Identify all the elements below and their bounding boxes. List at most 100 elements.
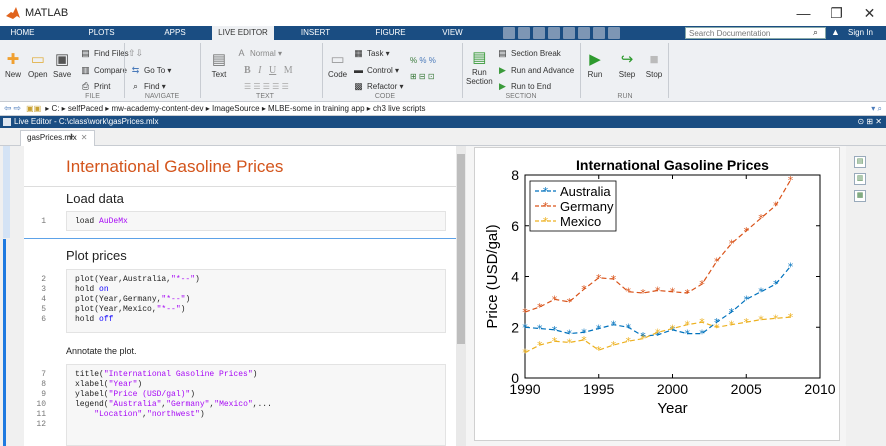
close-tab-icon[interactable]: ✕ [80, 133, 88, 142]
code-line-10[interactable]: legend("Australia","Germany","Mexico",..… [75, 400, 272, 409]
save-icon: ▣ [55, 51, 70, 68]
qa-redo-icon[interactable] [578, 27, 590, 39]
y-tick-label: 4 [511, 269, 519, 285]
figure-output[interactable]: International Gasoline Prices 1990 1995 20… [474, 147, 840, 441]
output-right-icon[interactable]: ▥ [854, 173, 866, 185]
code-block-annotate[interactable]: title("International Gasoline Prices") x… [66, 364, 446, 446]
find-button[interactable]: ⌕ Find ▾ [130, 80, 166, 92]
heading-load-data[interactable]: Load data [66, 191, 124, 206]
file-tab-gasprices[interactable]: gasPrices.mlx ✕ [20, 130, 95, 146]
restore-button[interactable]: ❐ [830, 4, 843, 21]
doc-title[interactable]: International Gasoline Prices [66, 157, 284, 176]
breadcrumb[interactable]: ▸ C: ▸ selfPaced ▸ mw-academy-content-de… [45, 104, 426, 113]
code-line-2[interactable]: plot(Year,Australia,"*--") [75, 275, 200, 284]
save-button[interactable]: ▣ Save [53, 51, 72, 79]
run-section-button[interactable]: ▤ Run Section [466, 49, 493, 86]
section-indicator[interactable] [3, 146, 10, 238]
tab-plots[interactable]: PLOTS [88, 28, 115, 37]
qa-switch-icon[interactable] [593, 27, 605, 39]
code-block-load[interactable]: load AuDeMx [66, 211, 446, 231]
code-line-3[interactable]: hold on [75, 285, 109, 294]
code-line-1[interactable]: load AuDeMx [75, 217, 128, 226]
tab-figure[interactable]: FIGURE [375, 28, 406, 37]
comment-buttons[interactable]: % % % [410, 55, 436, 65]
control-button[interactable]: ▬ Control ▾ [354, 65, 400, 75]
indent-buttons[interactable]: ⊞ ⊟ ⊡ [410, 71, 435, 81]
step-button[interactable]: ↪ Step [618, 51, 636, 79]
code-block-plot[interactable]: plot(Year,Australia,"*--") hold on plot(… [66, 269, 446, 333]
data-point: * [552, 324, 558, 337]
data-point: * [626, 286, 632, 299]
search-icon[interactable]: ⌕ [813, 27, 819, 37]
open-button[interactable]: ▭ Open [28, 51, 48, 79]
print-button[interactable]: ⎙ Print [81, 80, 111, 91]
qa-save-icon[interactable] [503, 27, 515, 39]
data-point: * [552, 335, 558, 348]
run-button[interactable]: ▶ Run [587, 51, 603, 79]
tab-view[interactable]: VIEW [442, 28, 463, 37]
task-button[interactable]: ▦ Task ▾ [354, 47, 390, 58]
data-point: * [699, 278, 705, 291]
annotate-text[interactable]: Annotate the plot. [66, 346, 137, 356]
qa-paste-icon[interactable] [548, 27, 560, 39]
qa-cut-icon[interactable] [518, 27, 530, 39]
code-line-6[interactable]: hold off [75, 315, 114, 324]
close-button[interactable]: ✕ [863, 4, 876, 21]
run-to-end-button[interactable]: ▶ Run to End [497, 80, 551, 92]
new-button[interactable]: ✚ New [4, 51, 21, 79]
gas-price-chart[interactable]: International Gasoline Prices 1990 1995 20… [475, 148, 841, 442]
normal-style-dropdown[interactable]: A Normal ▾ [236, 47, 282, 59]
scrollbar-thumb[interactable] [457, 154, 465, 344]
nav-arrows[interactable]: ⇧⇩ [128, 47, 144, 59]
line-number: 7 [41, 370, 46, 379]
data-point: * [596, 323, 602, 336]
code-line-7[interactable]: title("International Gasoline Prices") [75, 370, 258, 379]
minimize-button[interactable]: — [796, 5, 811, 21]
code-line-5[interactable]: plot(Year,Mexico,"*--") [75, 305, 186, 314]
notification-icon[interactable]: ▲ [831, 27, 840, 37]
tab-home[interactable]: HOME [10, 28, 35, 37]
address-search-icon[interactable]: ▾ ⌕ [871, 103, 882, 113]
tab-apps[interactable]: APPS [164, 28, 186, 37]
data-point: * [670, 286, 676, 299]
live-script-editor[interactable]: International Gasoline Prices Load data … [0, 146, 456, 446]
code-line-4[interactable]: plot(Year,Germany,"*--") [75, 295, 191, 304]
code-line-8[interactable]: xlabel("Year") [75, 380, 143, 389]
back-forward-icon[interactable]: ⇦⇨ [4, 103, 24, 113]
stop-button[interactable]: ■ Stop [645, 50, 663, 80]
refactor-button[interactable]: ▩ Refactor ▾ [354, 80, 404, 91]
find-files-button[interactable]: ▤ Find Files [81, 47, 129, 58]
tab-live-editor[interactable]: LIVE EDITOR [212, 26, 274, 40]
section-break-button[interactable]: ▤ Section Break [498, 47, 561, 58]
code-button[interactable]: ▭ Code [328, 51, 348, 79]
heading-plot-prices[interactable]: Plot prices [66, 248, 127, 263]
underline-button[interactable]: U [269, 64, 277, 76]
search-input[interactable]: Search Documentation [685, 27, 826, 39]
sign-in-link[interactable]: Sign In [848, 28, 873, 37]
text-button[interactable]: ▤ Text [211, 51, 227, 79]
monospace-button[interactable]: M [283, 64, 293, 76]
active-section-indicator[interactable] [3, 239, 6, 446]
qa-copy-icon[interactable] [533, 27, 545, 39]
output-inline-icon[interactable]: ▤ [854, 156, 866, 168]
line-number: 2 [41, 275, 46, 284]
tab-insert[interactable]: INSERT [300, 28, 331, 37]
run-and-advance-button[interactable]: ▶ Run and Advance [497, 64, 574, 76]
code-line-9[interactable]: ylabel("Price (USD/gal)") [75, 390, 196, 399]
bold-button[interactable]: B [244, 64, 251, 76]
browse-folder-icon[interactable]: ▣▣ [26, 104, 42, 113]
hide-code-icon[interactable]: ▦ [854, 190, 866, 202]
code-line-11[interactable]: "Location","northwest") [94, 410, 205, 419]
data-point: * [714, 316, 720, 329]
list-align-buttons[interactable]: ☰ ☰ ☰ ☰ ☰ [244, 81, 289, 91]
qa-undo-icon[interactable] [563, 27, 575, 39]
editor-scrollbar[interactable] [456, 146, 466, 446]
go-to-button[interactable]: ⇆ Go To ▾ [131, 64, 172, 75]
group-text: TEXT [256, 93, 274, 100]
italic-button[interactable]: I [258, 64, 262, 76]
editor-window-controls[interactable]: ⊙ ⊞ ✕ [857, 117, 882, 126]
compare-button[interactable]: ▥ Compare [81, 64, 127, 75]
add-tab-button[interactable]: + [68, 131, 75, 143]
format-buttons[interactable]: B I U M [244, 64, 293, 76]
qa-help-icon[interactable] [608, 27, 620, 39]
